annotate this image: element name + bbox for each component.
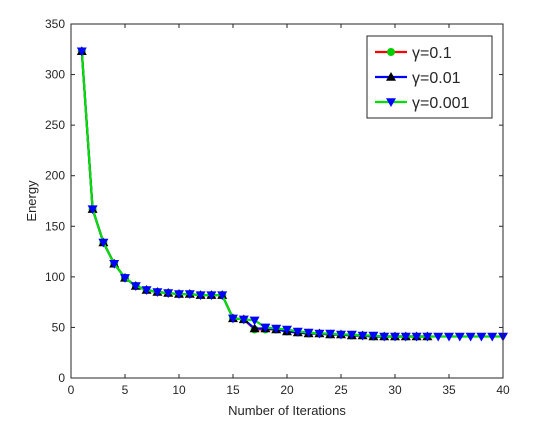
data-point <box>141 286 152 296</box>
data-point <box>109 259 120 269</box>
data-point <box>357 331 368 341</box>
x-axis-label: Number of Iterations <box>228 403 346 418</box>
data-point <box>325 329 336 339</box>
series-line <box>80 51 503 338</box>
data-point <box>228 314 238 324</box>
data-point <box>174 290 184 300</box>
legend-label: γ=0.1 <box>412 45 452 62</box>
data-point <box>271 324 282 334</box>
data-point <box>379 332 390 342</box>
x-tick-label: 20 <box>280 383 294 397</box>
series-layer <box>76 46 508 342</box>
data-point <box>98 238 109 248</box>
x-tick-label: 0 <box>68 383 75 397</box>
data-point <box>282 325 292 335</box>
data-point <box>76 47 87 57</box>
y-tick-label: 0 <box>58 371 65 385</box>
data-point <box>476 332 487 342</box>
legend-entry: γ=0.01 <box>375 70 461 87</box>
data-point <box>346 330 357 340</box>
series-3 <box>76 47 508 342</box>
legend-entry: γ=0.1 <box>375 45 452 62</box>
data-point <box>152 288 163 298</box>
y-tick-label: 350 <box>45 17 65 31</box>
data-point <box>444 332 454 342</box>
data-point <box>249 323 260 333</box>
x-tick-label: 40 <box>496 383 510 397</box>
data-point <box>87 205 98 215</box>
legend-marker <box>386 98 396 107</box>
data-point <box>130 282 141 291</box>
data-point <box>465 332 476 342</box>
legend-label: γ=0.01 <box>412 70 461 87</box>
data-point <box>292 327 303 337</box>
data-point <box>433 332 444 342</box>
data-point <box>422 332 433 342</box>
y-tick-label: 100 <box>45 270 65 284</box>
y-axis-label: Energy <box>24 180 39 222</box>
data-point <box>217 291 228 301</box>
data-point <box>206 291 217 301</box>
data-point <box>411 332 422 342</box>
y-tick-label: 250 <box>45 118 65 132</box>
data-point <box>163 289 174 299</box>
data-point <box>487 332 498 342</box>
data-point <box>390 332 400 342</box>
data-point <box>120 274 130 283</box>
legend-marker <box>387 48 395 56</box>
y-tick-label: 200 <box>45 169 65 183</box>
data-point <box>195 291 206 301</box>
x-tick-label: 5 <box>122 383 129 397</box>
x-tick-label: 30 <box>388 383 402 397</box>
data-point <box>238 315 249 325</box>
x-tick-label: 25 <box>334 383 348 397</box>
x-tick-label: 35 <box>442 383 456 397</box>
data-point <box>400 332 411 342</box>
legend-entry: γ=0.001 <box>375 95 469 112</box>
data-point <box>454 332 465 342</box>
data-point <box>368 331 379 341</box>
x-tick-label: 10 <box>172 383 186 397</box>
legend-marker <box>386 72 396 81</box>
y-tick-label: 300 <box>45 68 65 82</box>
legend: γ=0.1 γ=0.01 γ=0.001 <box>366 35 493 119</box>
data-point <box>303 328 314 338</box>
data-point <box>184 290 195 300</box>
y-tick-label: 50 <box>52 320 66 334</box>
data-point <box>249 316 260 326</box>
axes-layer: 0 5 10 15 20 25 30 35 40 0 50 100 150 200 250 300 350 <box>45 17 510 397</box>
data-point <box>260 323 271 333</box>
data-point <box>336 330 346 340</box>
data-point <box>314 329 325 339</box>
legend-label: γ=0.001 <box>412 95 469 112</box>
x-tick-label: 15 <box>226 383 240 397</box>
y-tick-label: 150 <box>45 219 65 233</box>
